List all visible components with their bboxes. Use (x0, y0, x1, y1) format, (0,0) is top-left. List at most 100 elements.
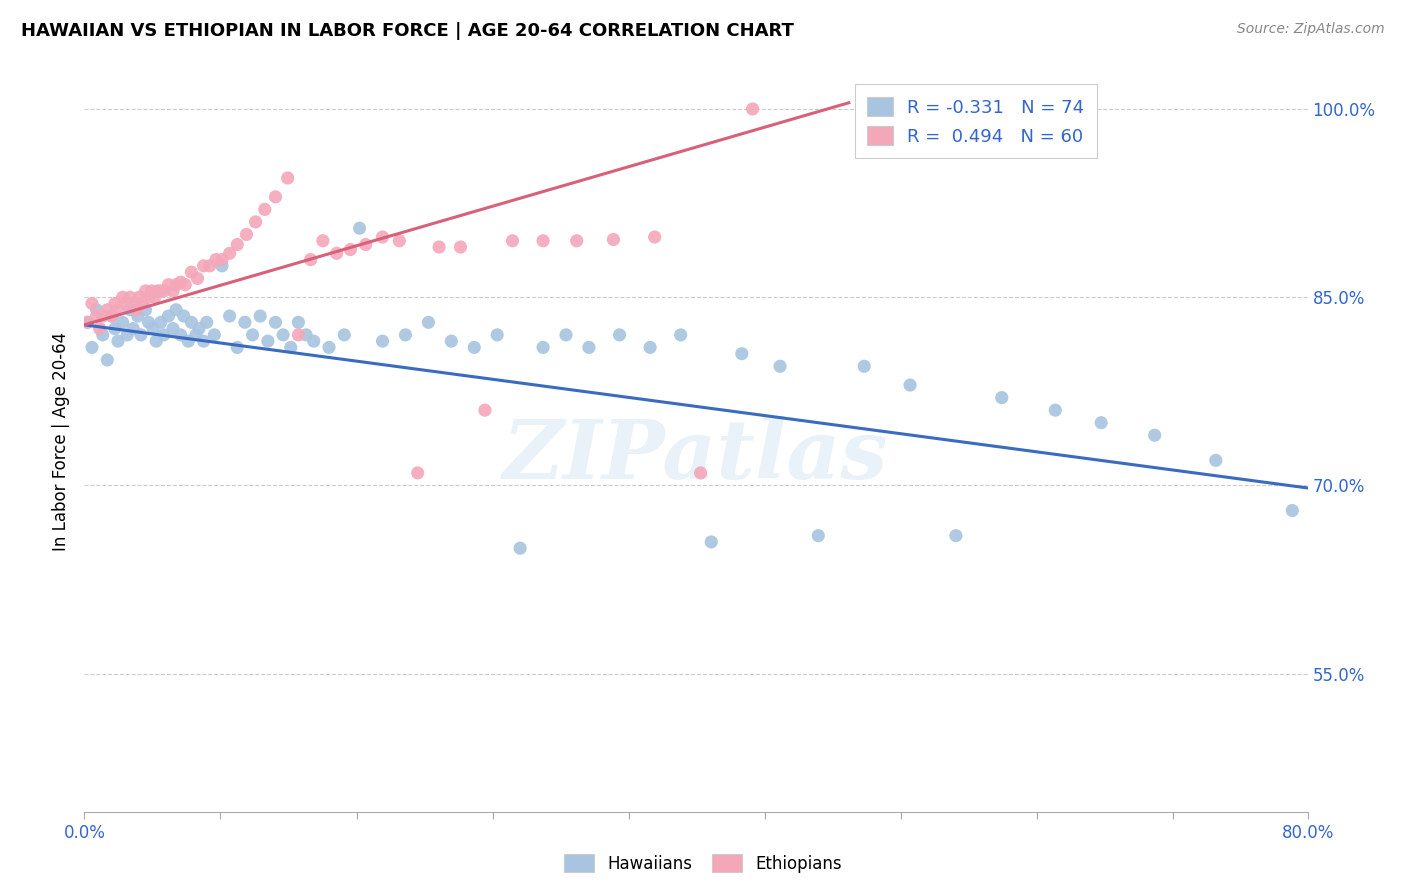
Text: HAWAIIAN VS ETHIOPIAN IN LABOR FORCE | AGE 20-64 CORRELATION CHART: HAWAIIAN VS ETHIOPIAN IN LABOR FORCE | A… (21, 22, 794, 40)
Point (104, 296, 127, 310)
Point (122, 296, 145, 310)
Point (1045, 403, 1067, 417)
Point (264, 190, 287, 204)
Point (371, 334, 394, 348)
Point (226, 237, 249, 252)
Point (127, 309, 149, 323)
Point (1281, 503, 1303, 517)
Point (531, 340, 554, 354)
Point (898, 378, 921, 392)
Point (602, 233, 624, 247)
Point (153, 327, 176, 342)
Point (165, 302, 187, 317)
Point (253, 202, 276, 217)
Point (173, 309, 195, 323)
Point (170, 275, 193, 289)
Point (138, 315, 160, 329)
Point (531, 234, 554, 248)
Point (157, 309, 180, 323)
Point (991, 391, 1014, 405)
Legend: Hawaiians, Ethiopians: Hawaiians, Ethiopians (557, 847, 849, 880)
Point (96, 302, 118, 317)
Point (188, 321, 211, 335)
Point (807, 529, 830, 543)
Point (242, 327, 264, 342)
Point (388, 234, 411, 248)
Point (302, 334, 325, 348)
Point (945, 529, 967, 543)
Point (195, 315, 218, 329)
Point (135, 284, 157, 298)
Point (131, 296, 153, 310)
Point (80, 296, 103, 310)
Point (555, 327, 578, 342)
Point (463, 340, 485, 354)
Point (114, 296, 136, 310)
Point (146, 284, 169, 298)
Point (644, 230, 666, 244)
Point (141, 284, 163, 298)
Point (142, 321, 165, 335)
Point (669, 327, 692, 342)
Point (1090, 416, 1112, 430)
Point (107, 334, 129, 348)
Y-axis label: In Labor Force | Age 20-64: In Labor Force | Age 20-64 (52, 332, 70, 551)
Point (1143, 428, 1166, 442)
Point (186, 271, 208, 285)
Point (101, 309, 124, 323)
Point (486, 327, 509, 342)
Text: ZIPatlas: ZIPatlas (503, 417, 889, 496)
Point (280, 340, 302, 354)
Point (107, 302, 129, 317)
Point (129, 327, 152, 342)
Point (125, 302, 148, 317)
Point (853, 359, 876, 374)
Point (128, 290, 150, 304)
Point (1205, 453, 1227, 467)
Point (700, 535, 723, 549)
Point (135, 302, 157, 317)
Point (731, 347, 754, 361)
Point (177, 334, 200, 348)
Point (638, 340, 661, 354)
Point (565, 234, 588, 248)
Point (233, 315, 256, 329)
Point (101, 309, 124, 323)
Point (80, 340, 103, 354)
Point (115, 327, 138, 342)
Point (450, 240, 472, 254)
Point (354, 237, 377, 252)
Point (122, 321, 145, 335)
Point (104, 321, 127, 335)
Point (86, 302, 108, 317)
Point (235, 227, 257, 242)
Point (349, 221, 371, 235)
Point (609, 327, 631, 342)
Point (76, 315, 98, 329)
Point (91, 309, 114, 323)
Point (211, 252, 233, 267)
Point (157, 277, 180, 292)
Point (325, 246, 347, 260)
Point (193, 259, 215, 273)
Point (333, 327, 356, 342)
Point (193, 334, 215, 348)
Legend: R = -0.331   N = 74, R =  0.494   N = 60: R = -0.331 N = 74, R = 0.494 N = 60 (855, 84, 1097, 158)
Point (149, 284, 172, 298)
Point (170, 327, 193, 342)
Point (111, 315, 134, 329)
Point (89, 321, 111, 335)
Point (295, 327, 318, 342)
Point (264, 315, 287, 329)
Point (180, 265, 202, 279)
Point (218, 246, 240, 260)
Point (249, 309, 271, 323)
Point (502, 234, 524, 248)
Point (418, 315, 440, 329)
Point (741, 102, 763, 116)
Point (211, 259, 233, 273)
Point (287, 327, 309, 342)
Point (86, 309, 108, 323)
Point (96, 353, 118, 368)
Point (145, 334, 167, 348)
